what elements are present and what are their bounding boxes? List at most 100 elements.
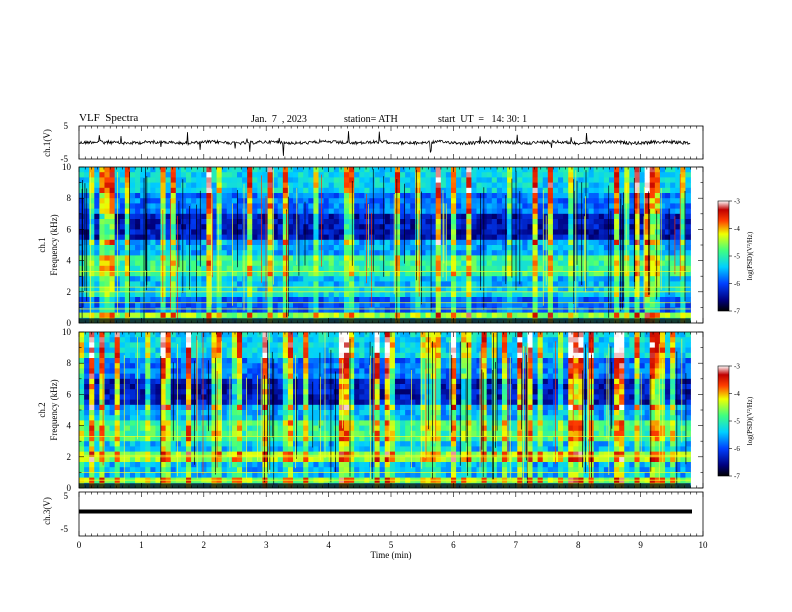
- ch1-spec-cell: [410, 255, 416, 261]
- ch1-spec-cell: [170, 271, 177, 277]
- ch2-spec-cell: [79, 363, 85, 369]
- ch1-spec-cell: [405, 198, 411, 204]
- ch2-spec-cell: [191, 451, 197, 458]
- ch1-spec-cell: [359, 239, 365, 246]
- ch1-spec-cell: [303, 250, 309, 256]
- ch1-spec-cell: [216, 167, 223, 173]
- ch1-spec-cell: [629, 286, 635, 293]
- ch1-spec-cell: [614, 198, 620, 204]
- ch1-spec-cell: [410, 234, 416, 241]
- ch1-spec-cell: [665, 213, 671, 220]
- ch1-spec-cell: [527, 260, 533, 267]
- ch1-spec-cell: [451, 219, 457, 225]
- ch1-spec-cell: [400, 255, 406, 261]
- ch1-spec-cell: [639, 193, 646, 199]
- ch2-spec-cell: [206, 446, 212, 452]
- ch1-spec-cell: [282, 182, 289, 189]
- ch1-spec-cell: [466, 281, 472, 287]
- ch1-spec-cell: [400, 312, 406, 319]
- ch2-spec-cell: [180, 394, 187, 400]
- ch1-spec-cell: [160, 182, 167, 189]
- ch1-spec-cell: [410, 219, 416, 225]
- ch1-spec-cell: [634, 219, 640, 225]
- ch1-spec-cell: [532, 291, 539, 298]
- ch1-spec-cell: [129, 198, 136, 204]
- ch1-spec-cell: [186, 271, 192, 277]
- ch2-spec-cell: [94, 373, 100, 380]
- ch1-spec-cell: [558, 203, 564, 209]
- ch1-spec-cell: [247, 187, 253, 194]
- ch2-spec-cell: [79, 436, 85, 442]
- ch1-spec-cell: [405, 260, 411, 267]
- ch1-spec-cell: [343, 245, 350, 251]
- ch2-spec-cell: [211, 430, 217, 437]
- ch2-spec-cell: [145, 446, 151, 452]
- ch2-spec-cell: [216, 363, 223, 369]
- ch1-spec-cell: [328, 219, 335, 225]
- ch2-spec-cell: [160, 373, 167, 380]
- ch1-spec-cell: [547, 271, 554, 277]
- ch1-spec-cell: [425, 239, 432, 246]
- ch1-spec-cell: [461, 307, 467, 313]
- ch1-spec-cell: [608, 271, 615, 277]
- ch1-spec-cell: [435, 255, 442, 261]
- ch1-spec-cell: [435, 177, 442, 183]
- ch1-spec-cell: [430, 224, 437, 230]
- ch1-spec-cell: [165, 234, 172, 241]
- ch1-spec-cell: [451, 255, 457, 261]
- ch1-spec-cell: [389, 229, 396, 235]
- ch2-spec-cell: [145, 389, 151, 395]
- ch1-spec-cell: [639, 291, 646, 298]
- ch1-spec-cell: [568, 167, 574, 173]
- ch1-spec-cell: [257, 193, 263, 199]
- ch1-spec-cell: [466, 193, 472, 199]
- ch1-spec-cell: [405, 276, 411, 282]
- ch1-spec-cell: [491, 229, 498, 235]
- ch2-spec-cell: [175, 342, 182, 348]
- ch1-spec-cell: [476, 276, 482, 282]
- ch1-spec-cell: [308, 239, 314, 246]
- ch1-spec-cell: [430, 271, 437, 277]
- ch1-spec-cell: [685, 203, 691, 209]
- ch1-spec-cell: [619, 307, 625, 313]
- ch1-spec-cell: [527, 239, 533, 246]
- ch1-spec-cell: [507, 239, 513, 246]
- ch1-spec-cell: [507, 281, 513, 287]
- ch1-spec-cell: [649, 291, 656, 298]
- ch1-spec-cell: [588, 265, 595, 272]
- ch1-spec-cell: [512, 167, 518, 173]
- ch1-spec-cell: [445, 219, 452, 225]
- ch1-spec-cell: [619, 219, 625, 225]
- ch1-spec-cell: [644, 187, 651, 194]
- ch2-spec-cell: [160, 389, 167, 395]
- ch2-spec-cell: [119, 430, 126, 437]
- ch1-spec-cell: [384, 281, 391, 287]
- ch1-spec-cell: [236, 255, 243, 261]
- ch1-spec-cell: [226, 229, 233, 235]
- ch1-spec-cell: [624, 172, 630, 178]
- ch1-spec-cell: [614, 307, 620, 313]
- ch1-spec-cell: [211, 219, 217, 225]
- ch1-spec-cell: [257, 250, 263, 256]
- ch1-spec-cell: [191, 291, 197, 298]
- ch1-spec-cell: [109, 302, 116, 308]
- ch1-spec-cell: [394, 177, 401, 183]
- ch1-spec-cell: [481, 291, 488, 298]
- ch1-spec-cell: [287, 271, 294, 277]
- ch2-spec-cell: [155, 441, 161, 447]
- ch1-spec-cell: [512, 208, 518, 215]
- ch1-spec-cell: [247, 307, 253, 313]
- ch1-spec-cell: [135, 250, 141, 256]
- ch2-spec-cell: [201, 342, 207, 348]
- ch1-spec-cell: [135, 177, 141, 183]
- ch1-spec-cell: [588, 245, 595, 251]
- ch1-spec-cell: [216, 260, 223, 267]
- ch1-spec-cell: [257, 291, 263, 298]
- ch1-spec-cell: [282, 208, 289, 215]
- ch1-spec-cell: [445, 187, 452, 194]
- ch1-spec-cell: [303, 271, 309, 277]
- ch2-spec-cell: [89, 436, 95, 442]
- ch1-spec-cell: [547, 224, 554, 230]
- ch1-spec-cell: [293, 213, 299, 220]
- ch1-spec-cell: [242, 172, 248, 178]
